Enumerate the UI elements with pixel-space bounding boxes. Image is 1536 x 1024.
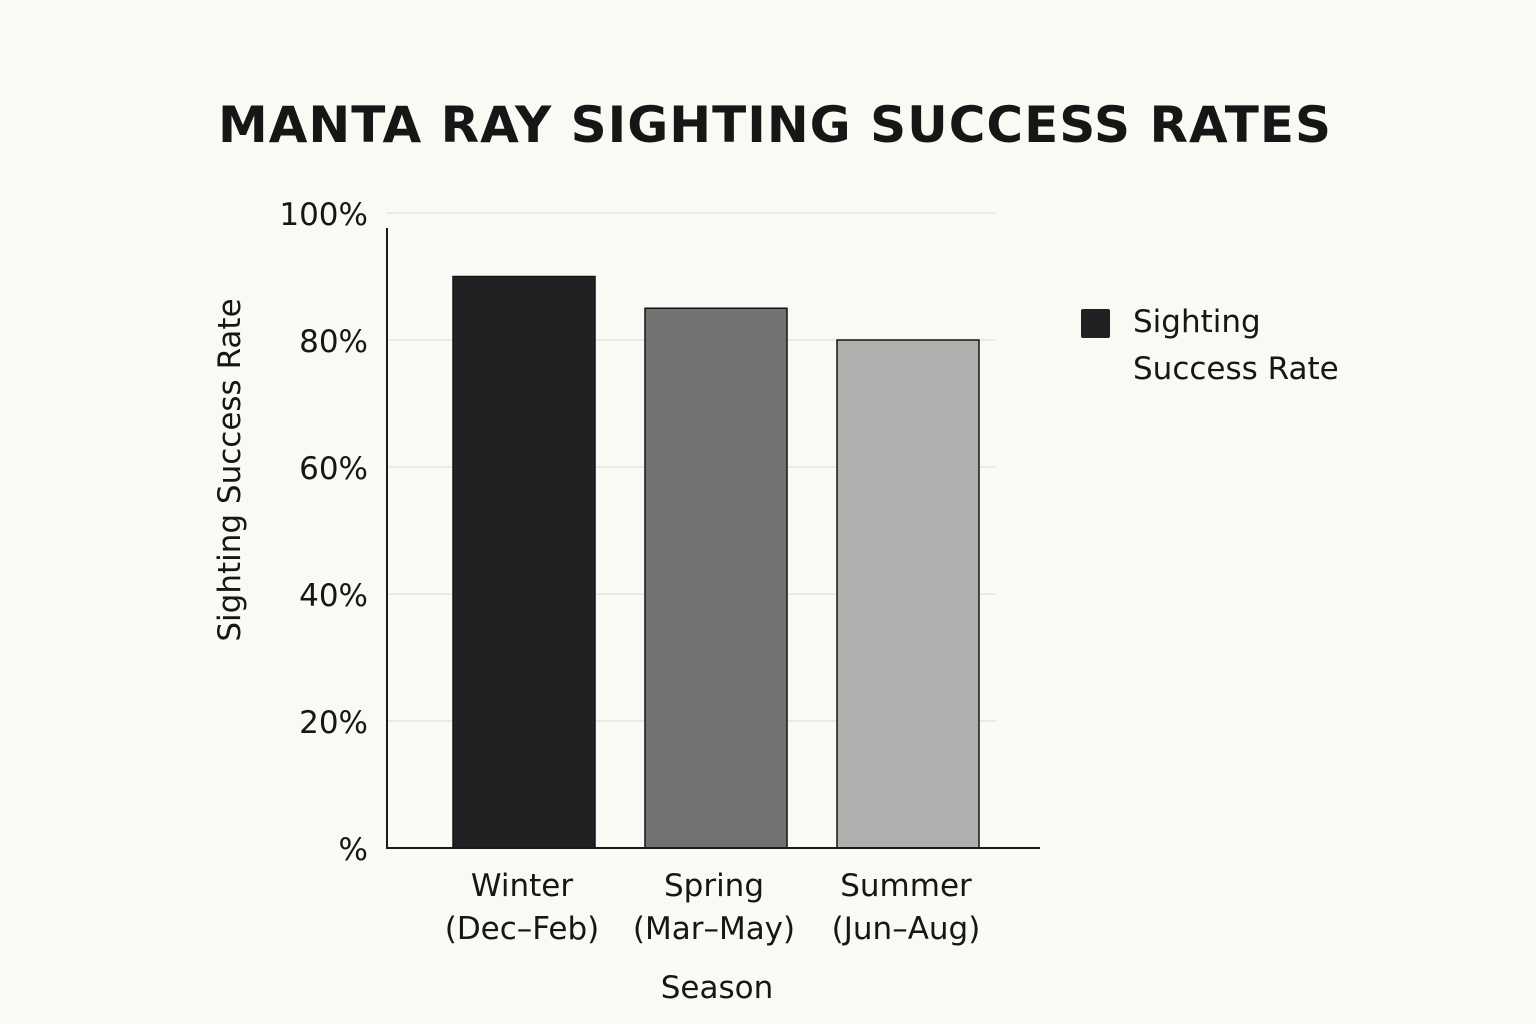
x-tick-label-line: (Mar–May): [633, 911, 795, 947]
legend-label-line-2: Success Rate: [1133, 351, 1339, 387]
legend-label-line-1: Sighting: [1133, 304, 1261, 340]
x-tick-label-line: (Jun–Aug): [832, 911, 981, 947]
x-tick-labels: Winter (Dec–Feb) Spring (Mar–May) Summer (Jun…: [445, 868, 981, 947]
x-tick-label: Winter (Dec–Feb): [445, 868, 600, 947]
legend-label: Sighting Success Rate: [1133, 304, 1339, 387]
x-tick-label-line: (Dec–Feb): [445, 911, 600, 947]
y-tick-label: 20%: [299, 705, 368, 741]
y-tick-label: 100%: [279, 197, 368, 233]
y-tick-label: 60%: [299, 451, 368, 487]
y-tick-label: %: [339, 832, 368, 868]
legend-swatch: [1081, 309, 1110, 338]
x-tick-label-line: Winter: [471, 868, 573, 904]
legend: Sighting Success Rate: [1081, 304, 1339, 387]
bar: [644, 307, 788, 849]
y-tick-label: 40%: [299, 578, 368, 614]
chart-title: MANTA RAY SIGHTING SUCCESS RATES: [218, 96, 1332, 154]
x-tick-label: Summer (Jun–Aug): [832, 868, 981, 947]
bar: [836, 339, 980, 849]
x-axis-label: Season: [661, 970, 774, 1006]
x-tick-label-line: Summer: [840, 868, 972, 904]
y-tick-labels: % 20% 40% 60% 80% 100%: [279, 197, 368, 868]
y-tick-label: 80%: [299, 324, 368, 360]
x-tick-label-line: Spring: [664, 868, 764, 904]
x-tick-label: Spring (Mar–May): [633, 868, 795, 947]
bar: [452, 275, 596, 849]
bars: [452, 275, 980, 849]
y-axis-label: Sighting Success Rate: [212, 298, 248, 641]
